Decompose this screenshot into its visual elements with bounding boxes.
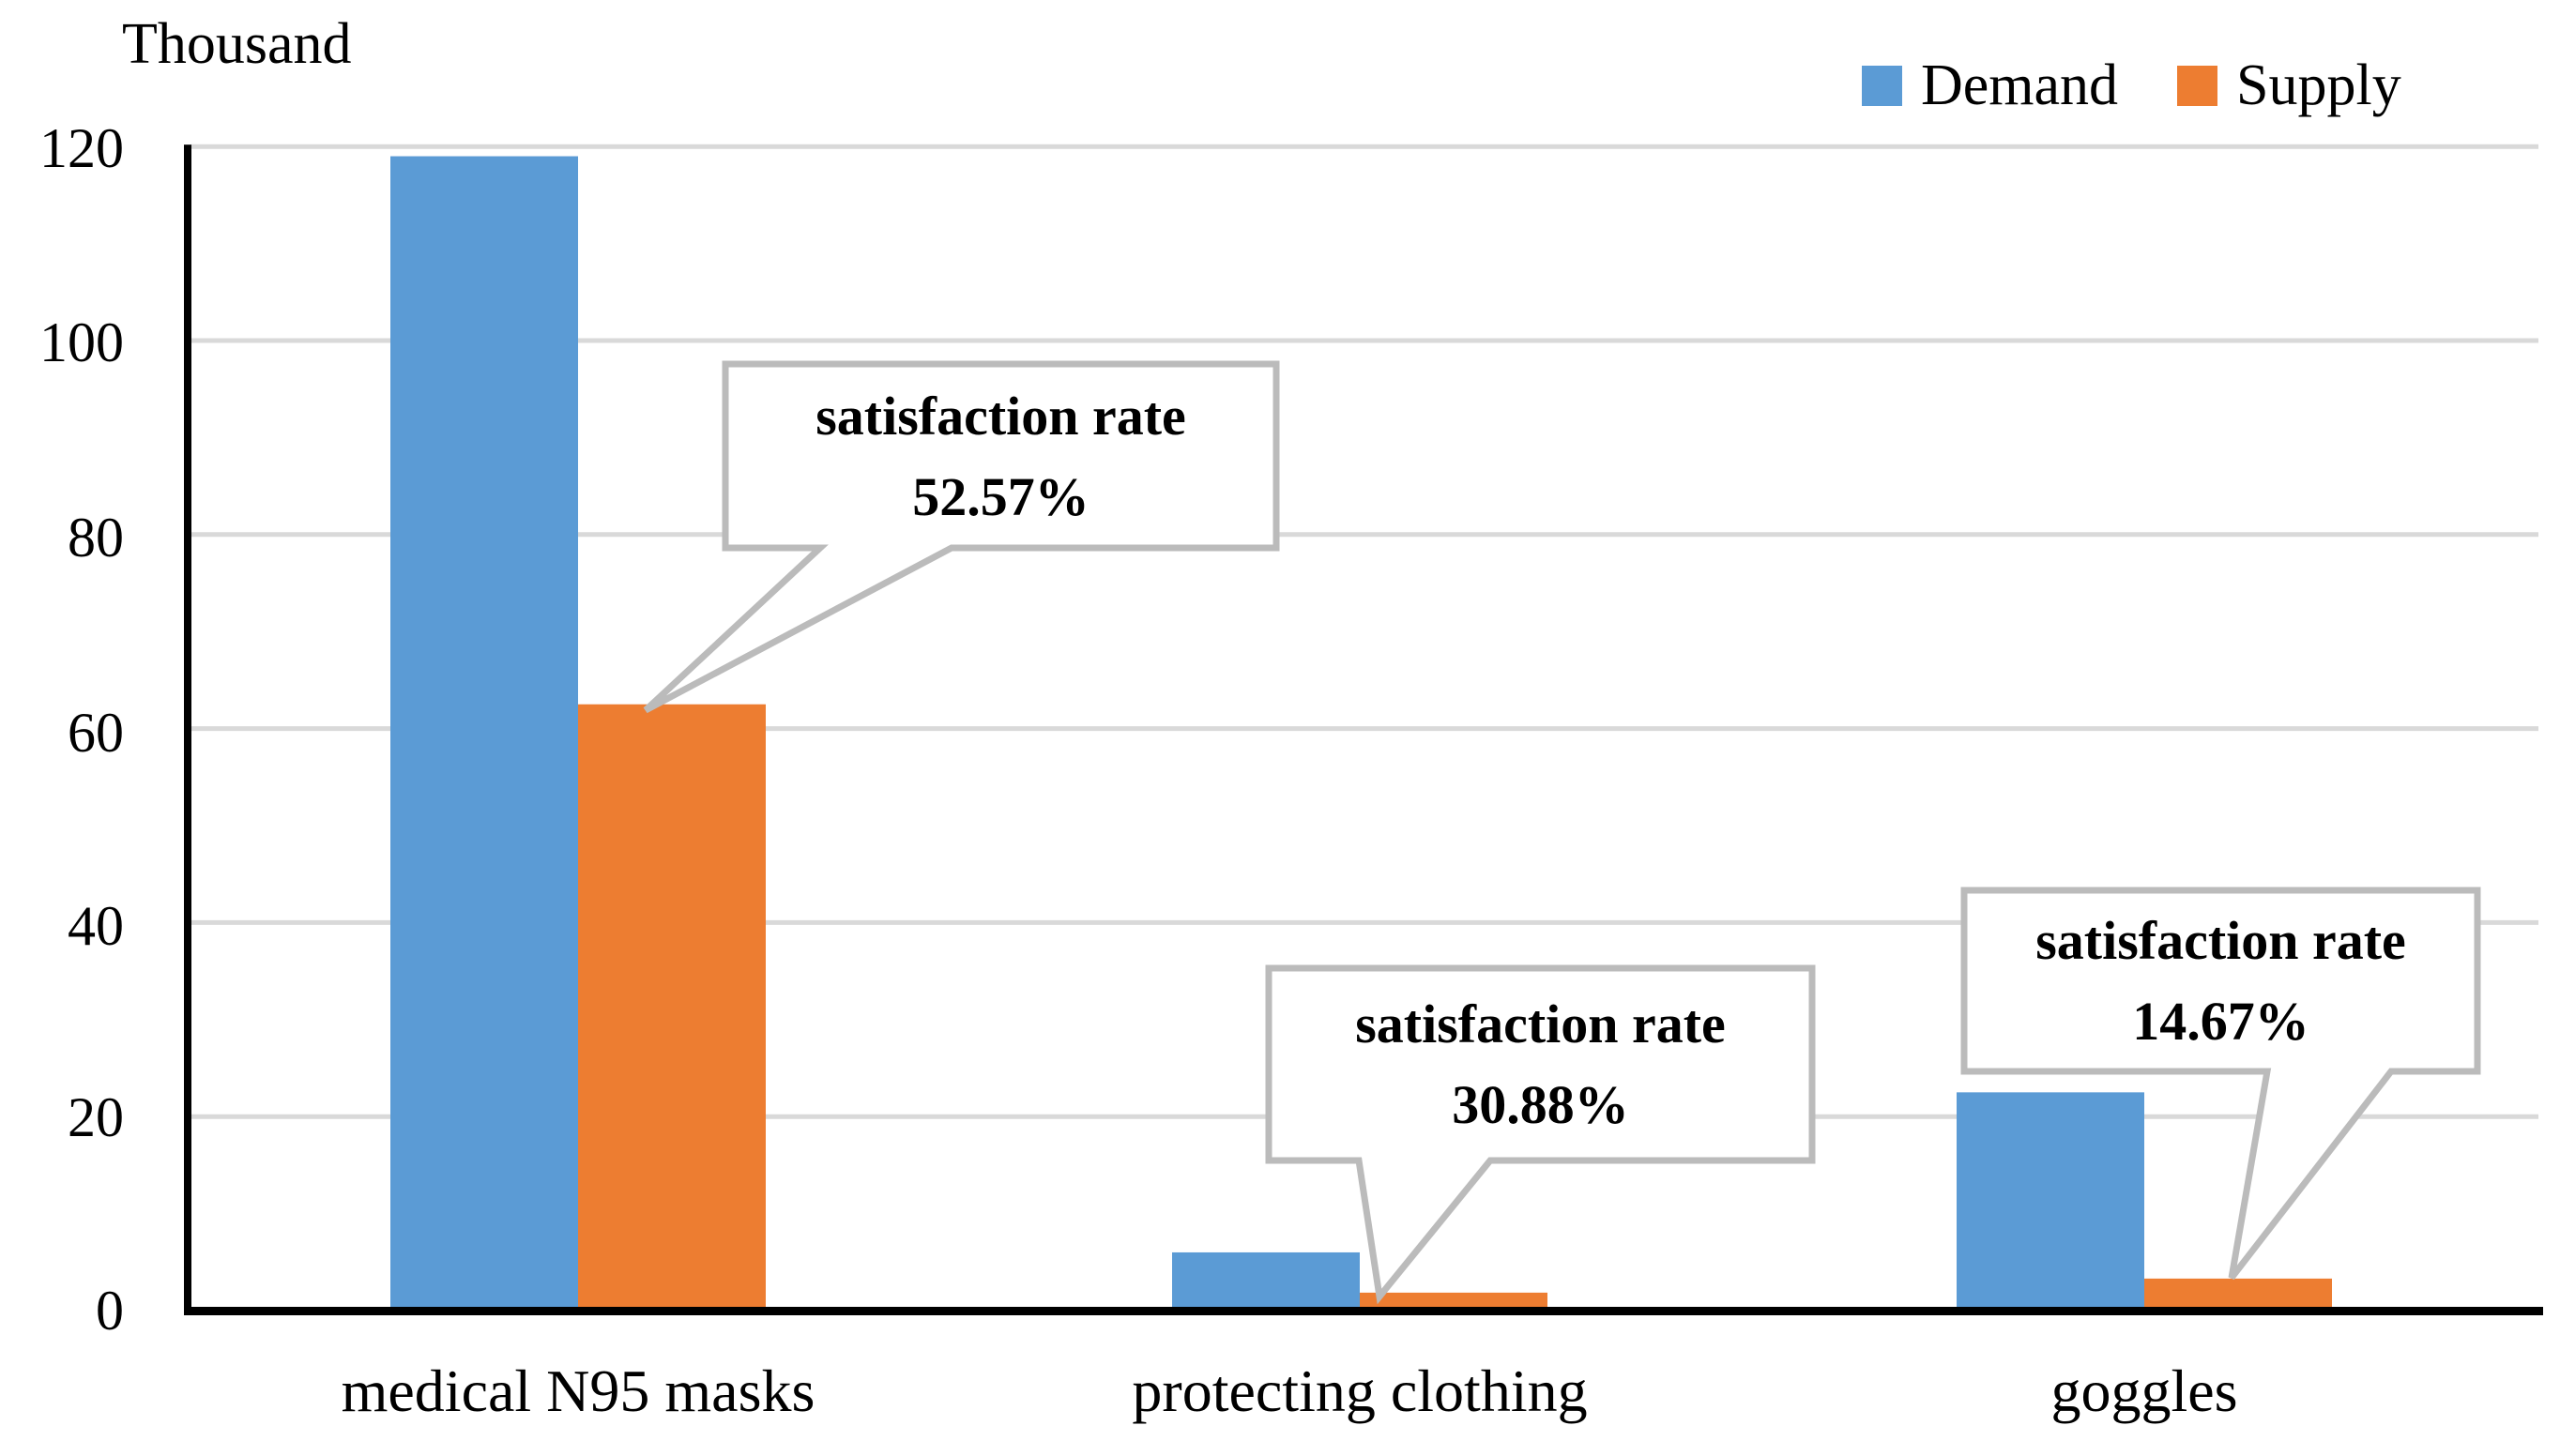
y-tick-20: 20 xyxy=(68,1086,124,1148)
callout-bubble-2 xyxy=(1960,887,2481,1281)
category-label-protecting-clothing: protecting clothing xyxy=(1132,1357,1588,1424)
callout-rate-value: 14.67% xyxy=(2132,990,2309,1052)
callout-rate-value: 52.57% xyxy=(912,466,1090,527)
x-axis-line xyxy=(184,1307,2543,1315)
category-label-medical-n95-masks: medical N95 masks xyxy=(341,1357,815,1424)
y-axis-line xyxy=(184,144,191,1315)
y-tick-40: 40 xyxy=(68,895,124,957)
bar-supply-2 xyxy=(2144,1278,2332,1310)
bar-supply-0 xyxy=(578,704,766,1310)
y-tick-120: 120 xyxy=(39,117,124,179)
legend-item-supply: Supply xyxy=(2177,56,2401,114)
y-axis-unit-label: Thousand xyxy=(122,12,352,76)
callout-bubble-1 xyxy=(1265,964,1816,1305)
bar-demand-0 xyxy=(390,156,578,1310)
bar-supply-1 xyxy=(1360,1292,1547,1310)
callout-line1: satisfaction rate xyxy=(2035,909,2406,971)
y-tick-0: 0 xyxy=(96,1280,124,1342)
callout-bubble-0 xyxy=(643,360,1280,714)
bar-demand-2 xyxy=(1957,1092,2144,1310)
legend-label-demand: Demand xyxy=(1921,53,2119,117)
category-label-goggles: goggles xyxy=(2050,1357,2238,1424)
bar-demand-1 xyxy=(1172,1251,1360,1310)
y-tick-60: 60 xyxy=(68,702,124,764)
callout-line1: satisfaction rate xyxy=(1355,993,1726,1054)
callout-rate-value: 30.88% xyxy=(1452,1073,1629,1135)
legend-item-demand: Demand xyxy=(1862,56,2118,114)
legend-swatch-demand xyxy=(1862,65,1902,106)
legend-swatch-supply xyxy=(2177,65,2217,106)
callout-satisfaction-rate-n95: satisfaction rate 52.57% xyxy=(725,366,1276,548)
y-tick-80: 80 xyxy=(68,507,124,569)
callout-line1: satisfaction rate xyxy=(815,386,1186,447)
callout-satisfaction-rate-clothing: satisfaction rate 30.88% xyxy=(1269,968,1812,1160)
legend-label-supply: Supply xyxy=(2236,53,2401,117)
y-tick-100: 100 xyxy=(39,311,124,373)
callout-satisfaction-rate-goggles: satisfaction rate 14.67% xyxy=(1964,890,2477,1071)
